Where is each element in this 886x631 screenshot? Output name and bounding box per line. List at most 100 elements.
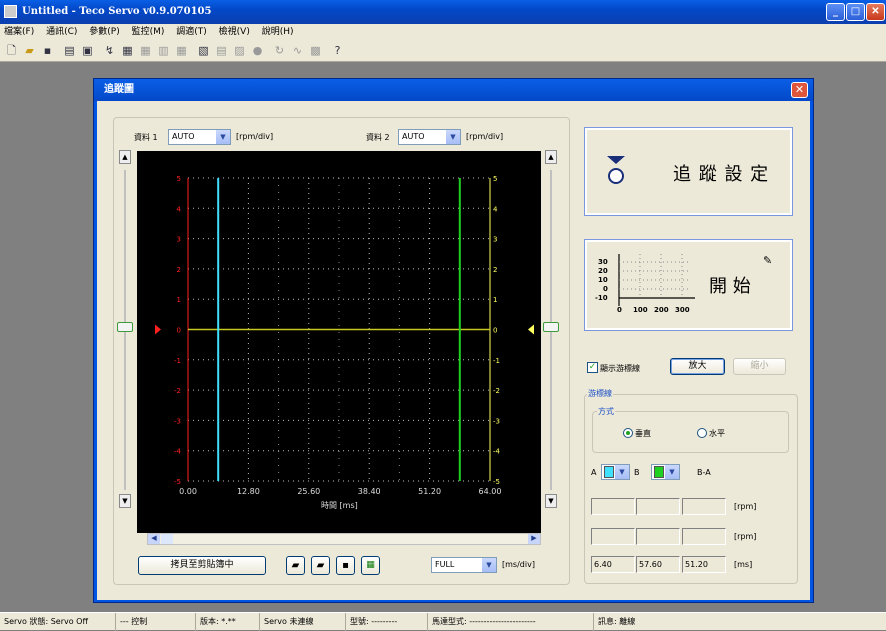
zoom-out-button[interactable]: 縮小 (733, 358, 786, 375)
right-y-tick-label: -2 (493, 387, 500, 395)
scroll-thumb[interactable] (161, 534, 173, 544)
chevron-down-icon: ▼ (446, 130, 460, 144)
open-file-icon[interactable]: ▰ (286, 556, 305, 575)
scope-icon[interactable]: ▧ (198, 44, 209, 57)
data1-select[interactable]: AUTO ▼ (168, 129, 231, 145)
start-button[interactable]: 30 20 10 0 -10 0 100 200 300 開 始 ✎ (584, 239, 793, 331)
time-scale-select[interactable]: FULL ▼ (431, 557, 497, 573)
export-icon[interactable]: ▰ (311, 556, 330, 575)
left-y-tick-label: -3 (174, 417, 181, 425)
window-title: Untitled - Teco Servo v0.9.070105 (22, 6, 212, 17)
ms-ba-field: 51.20 (682, 556, 726, 573)
right-y-tick-label: -5 (493, 478, 500, 486)
mini-chart-icon: 30 20 10 0 -10 0 100 200 300 (595, 254, 695, 314)
app-title-bar: Untitled - Teco Servo v0.9.070105 _ □ ✕ (0, 0, 886, 24)
x-tick-label: 51.20 (418, 487, 441, 496)
save-icon[interactable]: ▪ (43, 44, 52, 57)
zoom-in-button[interactable]: 放大 (670, 358, 725, 375)
data1-unit: [rpm/div] (236, 132, 274, 141)
right-y-tick-label: 1 (493, 296, 497, 304)
rpm2-ba-field (682, 528, 726, 545)
vertical-radio[interactable] (623, 428, 633, 438)
left-scroll-down-button[interactable]: ▼ (119, 494, 131, 508)
horizontal-label: 水平 (709, 429, 725, 438)
show-cursor-label: 顯示游標線 (600, 364, 640, 373)
rpm1-ba-field (682, 498, 726, 515)
menu-view[interactable]: 檢視(V) (218, 27, 250, 37)
menu-params[interactable]: 參數(P) (89, 27, 120, 37)
menu-help[interactable]: 說明(H) (261, 27, 294, 37)
mini-y-tick: 30 (598, 258, 608, 266)
cursor-b-color-select[interactable]: ▼ (651, 464, 680, 480)
right-y-tick-label: -4 (493, 448, 501, 456)
status-motor: 馬達型式: ----------------------- (428, 613, 594, 631)
x-tick-label: 0.00 (179, 487, 197, 496)
show-cursor-checkbox[interactable]: ✓ (587, 362, 598, 373)
right-y-tick-label: 4 (493, 205, 498, 213)
mini-y-tick: 10 (598, 276, 608, 284)
horizontal-radio[interactable] (697, 428, 707, 438)
rpm2-a-field (591, 528, 635, 545)
copy-to-clipboard-button[interactable]: 拷貝至剪貼簿中 (138, 556, 266, 575)
left-scroll-up-button[interactable]: ▲ (119, 150, 131, 164)
auto-tune-icon[interactable]: ▩ (310, 44, 321, 57)
left-y-tick-label: -5 (174, 478, 181, 486)
alarm-icon[interactable]: ▨ (234, 44, 245, 57)
menu-bar: 檔案(F) 通訊(C) 參數(P) 監控(M) 調適(T) 檢視(V) 說明(H… (0, 24, 886, 40)
horizontal-scrollbar[interactable]: ◀ ▶ (147, 533, 541, 545)
right-zero-marker (528, 324, 534, 335)
io-icon[interactable]: ▥ (158, 44, 169, 57)
right-y-tick-label: 5 (493, 175, 497, 183)
jog-icon[interactable]: ↻ (274, 44, 285, 57)
save-icon[interactable]: ▪ (336, 556, 355, 575)
dialog-close-button[interactable]: ✕ (791, 82, 808, 98)
x-axis-label: 時間 [ms] (321, 501, 358, 510)
close-button[interactable]: ✕ (866, 3, 885, 21)
mini-y-tick: 0 (603, 285, 608, 293)
cursor-a-color-select[interactable]: ▼ (601, 464, 630, 480)
new-icon[interactable]: 🗋 (7, 44, 16, 57)
start-label: 開 始 (709, 276, 751, 297)
record-icon[interactable]: ● (252, 44, 263, 57)
scroll-left-icon[interactable]: ◀ (148, 534, 160, 544)
grid-icon[interactable]: ▦ (361, 556, 380, 575)
right-scroll-up-button[interactable]: ▲ (545, 150, 557, 164)
help-icon[interactable]: ? (334, 44, 341, 57)
maximize-button[interactable]: □ (846, 3, 865, 21)
left-y-tick-label: 4 (177, 205, 182, 213)
arrow-down-icon (607, 156, 625, 164)
mini-x-tick: 300 (675, 306, 690, 314)
data2-unit: [rpm/div] (466, 132, 504, 141)
left-y-tick-label: 2 (177, 266, 181, 274)
scroll-right-icon[interactable]: ▶ (528, 534, 540, 544)
connect-icon[interactable]: ↯ (104, 44, 115, 57)
print-preview-icon[interactable]: ▣ (82, 44, 93, 57)
trace-plot[interactable]: 0.00 12.80 25.60 38.40 51.20 64.00 5 5 4 4 3 3 2 2 1 1 0… (137, 151, 541, 533)
menu-comm[interactable]: 通訊(C) (46, 27, 78, 37)
left-level-slider[interactable] (117, 322, 133, 332)
vertical-label: 垂直 (635, 429, 651, 438)
print-icon[interactable]: ▤ (64, 44, 75, 57)
rpm2-unit: [rpm] (734, 532, 757, 541)
menu-monitor[interactable]: 監控(M) (131, 27, 165, 37)
ms-unit: [ms] (734, 560, 753, 569)
monitor-icon[interactable]: ▦ (176, 44, 187, 57)
chevron-down-icon: ▼ (482, 558, 496, 572)
tune-icon[interactable]: ▤ (216, 44, 227, 57)
param-icon[interactable]: ▦ (122, 44, 133, 57)
menu-file[interactable]: 檔案(F) (4, 27, 35, 37)
param-table-icon[interactable]: ▦ (140, 44, 151, 57)
pencil-icon: ✎ (763, 254, 773, 267)
left-y-tick-label: -4 (174, 448, 182, 456)
wave-icon[interactable]: ∿ (292, 44, 303, 57)
right-level-slider[interactable] (543, 322, 559, 332)
left-y-tick-label: -1 (174, 357, 181, 365)
open-icon[interactable]: ▰ (25, 44, 34, 57)
minimize-button[interactable]: _ (826, 3, 845, 21)
data2-select[interactable]: AUTO ▼ (398, 129, 461, 145)
trace-setup-button[interactable]: 追 蹤 設 定 (584, 127, 793, 216)
time-scale-value: FULL (435, 560, 455, 569)
menu-tune[interactable]: 調適(T) (176, 27, 207, 37)
status-link: Servo 未連線 (260, 613, 346, 631)
right-scroll-down-button[interactable]: ▼ (545, 494, 557, 508)
